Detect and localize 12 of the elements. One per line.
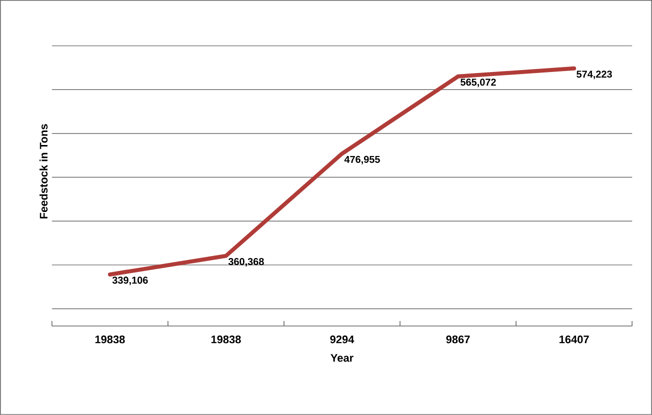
data-label: 574,223 xyxy=(576,70,612,80)
data-label: 360,368 xyxy=(228,258,264,267)
x-axis-title: Year xyxy=(330,354,354,362)
x-tick-label: 16407 xyxy=(560,336,589,344)
data-label: 339,106 xyxy=(112,276,148,286)
x-tick-label: 19838 xyxy=(95,336,125,344)
data-label: 476,955 xyxy=(344,156,380,164)
x-tick-label: 19838 xyxy=(211,336,241,344)
x-tick-label: 9294 xyxy=(330,336,354,344)
data-label: 565,072 xyxy=(460,78,496,88)
x-tick-label: 9867 xyxy=(446,336,470,344)
y-axis-title: Feedstock in Tons xyxy=(40,124,48,218)
